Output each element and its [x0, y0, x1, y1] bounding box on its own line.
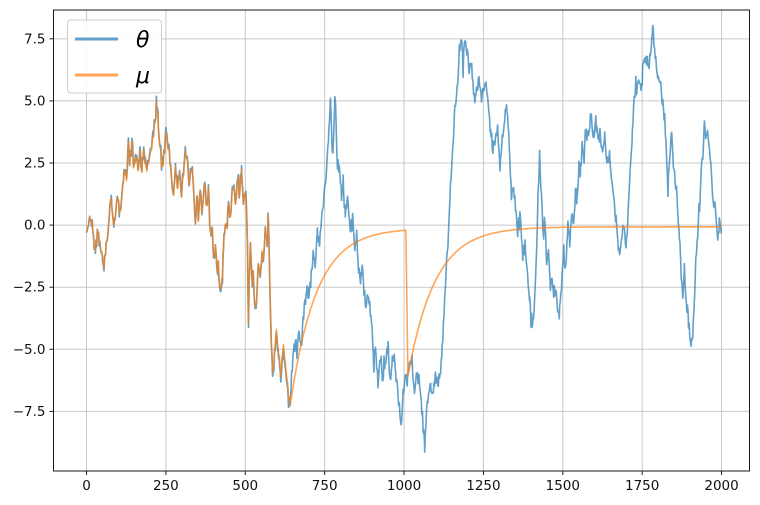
mu-line: [85, 100, 723, 408]
x-tick-label: 750: [312, 478, 338, 494]
x-tick-label: 1250: [466, 478, 500, 494]
y-tick-label: 0.0: [24, 218, 45, 234]
x-tick-label: 250: [153, 478, 179, 494]
plot-border: [53, 9, 750, 472]
x-tick-label: 500: [232, 478, 258, 494]
legend-theta-label: θ: [136, 28, 150, 53]
y-tick-label: 2.5: [24, 156, 45, 172]
y-tick-label: −7.5: [13, 404, 46, 420]
legend-mu-label: μ: [135, 64, 150, 89]
x-tick-label: 1750: [625, 478, 659, 494]
y-tick-label: 5.0: [24, 93, 45, 109]
x-tick-label: 1000: [387, 478, 421, 494]
y-tick-label: −5.0: [13, 342, 46, 358]
y-tick-label: −2.5: [13, 280, 46, 296]
x-tick-label: 0: [82, 478, 91, 494]
y-tick-label: 7.5: [24, 31, 45, 47]
x-tick-label: 1500: [546, 478, 580, 494]
x-tick-label: 2000: [704, 478, 738, 494]
legend: θμ: [67, 19, 162, 94]
plot-area: [53, 10, 750, 471]
